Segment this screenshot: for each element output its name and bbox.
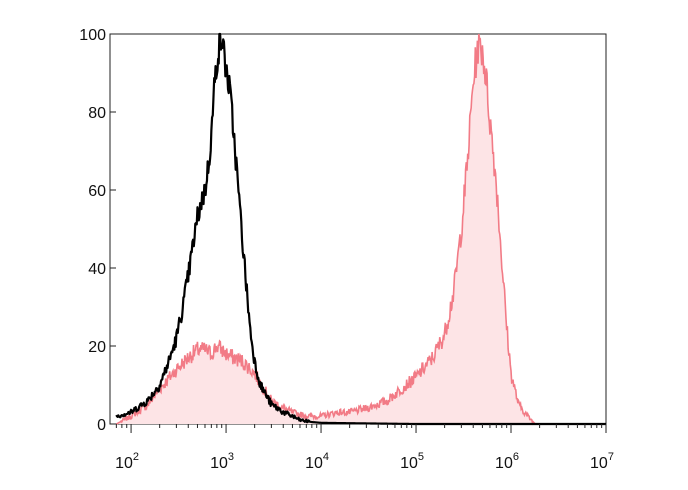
series-0-fill — [116, 34, 540, 424]
x-tick-label-2: 104 — [305, 451, 329, 472]
x-axis: 102 103 104 105 106 107 — [115, 424, 614, 472]
x-tick-label-3: 105 — [400, 451, 424, 472]
series-layer — [115, 32, 607, 426]
y-tick-label-2: 40 — [88, 261, 106, 278]
y-tick-label-3: 60 — [88, 183, 106, 200]
x-tick-label-1: 103 — [210, 451, 234, 472]
y-tick-label-0: 0 — [97, 417, 106, 434]
y-tick-label-1: 20 — [88, 339, 106, 356]
series-0-line — [115, 33, 540, 426]
y-axis: 0 20 40 60 80 100 — [79, 27, 116, 434]
x-tick-label-0: 102 — [115, 451, 139, 472]
y-tick-label-5: 100 — [79, 27, 106, 44]
y-tick-label-4: 80 — [88, 105, 106, 122]
x-tick-label-4: 106 — [495, 451, 519, 472]
x-tick-label-5: 107 — [590, 451, 614, 472]
series-1-line — [115, 32, 607, 426]
